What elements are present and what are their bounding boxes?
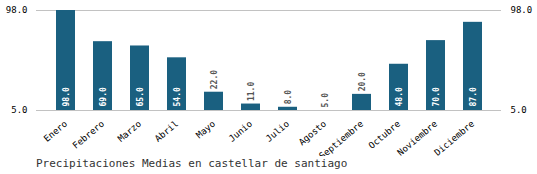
svg-text:69.0: 69.0 [99, 87, 108, 106]
svg-text:87.0: 87.0 [469, 87, 478, 106]
svg-text:Julio: Julio [264, 119, 291, 144]
svg-text:Marzo: Marzo [116, 119, 143, 144]
svg-text:48.0: 48.0 [395, 87, 404, 106]
svg-text:11.0: 11.0 [247, 82, 256, 101]
svg-text:20.0: 20.0 [358, 72, 367, 91]
svg-text:Diciembre: Diciembre [432, 119, 476, 156]
svg-text:Febrero: Febrero [71, 119, 106, 151]
svg-text:22.0: 22.0 [210, 70, 219, 89]
svg-text:8.0: 8.0 [284, 90, 293, 105]
svg-text:5.0: 5.0 [321, 93, 330, 108]
svg-text:Abril: Abril [153, 119, 180, 144]
svg-text:70.0: 70.0 [432, 87, 441, 106]
svg-text:Mayo: Mayo [194, 119, 217, 141]
svg-text:98.0: 98.0 [6, 5, 28, 15]
svg-text:5.0: 5.0 [11, 105, 27, 115]
svg-text:Octubre: Octubre [367, 119, 402, 151]
svg-text:Junio: Junio [227, 119, 254, 144]
svg-text:98.0: 98.0 [511, 5, 533, 15]
svg-text:65.0: 65.0 [136, 87, 145, 106]
svg-text:98.0: 98.0 [62, 87, 71, 106]
svg-text:54.0: 54.0 [173, 87, 182, 106]
svg-text:Enero: Enero [42, 119, 69, 144]
html-text:Precipitaciones Medias en cast: Precipitaciones Medias en castellar de s… [36, 157, 348, 170]
svg-text:Septiembre: Septiembre [317, 119, 365, 156]
svg-text:Agosto: Agosto [297, 119, 328, 148]
svg-text:5.0: 5.0 [511, 105, 527, 115]
